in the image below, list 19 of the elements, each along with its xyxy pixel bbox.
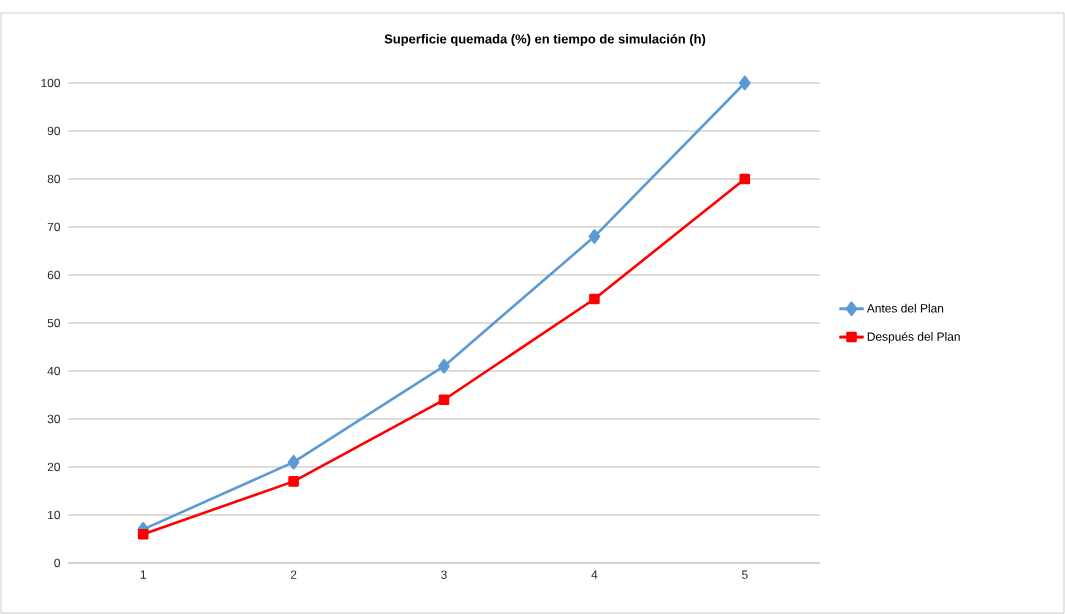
chart-title: Superficie quemada (%) en tiempo de simulación (h) [384, 33, 706, 47]
y-tick-label: 100 [41, 78, 61, 88]
y-tick-label: 80 [47, 174, 61, 184]
x-tick-label: 2 [290, 570, 297, 579]
x-tick-label: 1 [140, 570, 146, 579]
x-tick-label: 3 [441, 570, 447, 579]
x-tick-label: 4 [591, 570, 598, 579]
y-tick-label: 0 [54, 558, 61, 568]
x-tick-label: 5 [741, 570, 748, 579]
legend-label: Después del Plan [867, 331, 960, 344]
legend-label: Antes del Plan [866, 303, 944, 313]
y-tick-label: 60 [47, 270, 61, 280]
y-tick-label: 90 [47, 126, 61, 136]
y-tick-label: 50 [47, 318, 61, 328]
y-tick-label: 30 [47, 414, 61, 424]
y-tick-label: 20 [47, 462, 61, 472]
y-tick-label: 40 [47, 366, 61, 376]
y-tick-label: 10 [48, 510, 61, 520]
y-tick-label: 70 [47, 222, 61, 232]
